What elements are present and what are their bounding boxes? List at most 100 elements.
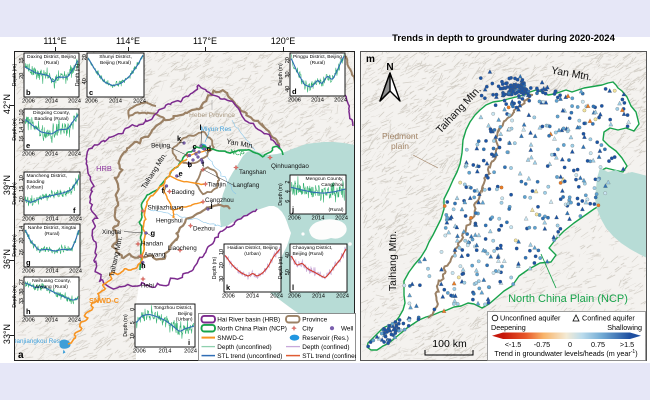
svg-text:2006: 2006 <box>22 217 35 223</box>
svg-text:Taihang Mtn.: Taihang Mtn. <box>387 231 399 291</box>
svg-text:N: N <box>386 62 393 73</box>
svg-text:e: e <box>26 141 30 150</box>
svg-text:c: c <box>193 142 197 151</box>
svg-text:2024: 2024 <box>270 294 284 300</box>
svg-text:Cangzhou: Cangzhou <box>321 182 344 188</box>
svg-text:l: l <box>200 123 202 132</box>
svg-text:14: 14 <box>19 127 25 133</box>
svg-text:2014: 2014 <box>311 98 325 104</box>
svg-text:j: j <box>291 205 294 214</box>
svg-text:2006: 2006 <box>22 318 35 324</box>
svg-text:2024: 2024 <box>335 216 349 222</box>
svg-text:20: 20 <box>219 262 225 268</box>
svg-text:m: m <box>366 54 375 65</box>
svg-text:b: b <box>188 160 193 169</box>
svg-text:20: 20 <box>19 196 25 202</box>
svg-text:2014: 2014 <box>46 269 60 275</box>
svg-text:(Rural): (Rural) <box>44 60 59 66</box>
svg-text:2014: 2014 <box>45 99 59 105</box>
svg-text:Confined aquifer: Confined aquifer <box>582 314 635 323</box>
svg-text:2024: 2024 <box>334 98 348 104</box>
svg-text:Depth (m): Depth (m) <box>12 234 18 257</box>
svg-text:4: 4 <box>285 190 291 193</box>
svg-text:20: 20 <box>82 54 88 60</box>
svg-text:2006: 2006 <box>288 294 301 300</box>
svg-text:SNWD-C: SNWD-C <box>89 296 120 305</box>
svg-text:Piedmont: Piedmont <box>382 131 419 141</box>
svg-text:30: 30 <box>219 276 225 282</box>
svg-text:Haidian District, Beijing: Haidian District, Beijing <box>227 245 278 251</box>
svg-text:Depth (confined): Depth (confined) <box>302 344 349 351</box>
svg-text:0.75: 0.75 <box>591 340 605 349</box>
svg-text:Depth (m): Depth (m) <box>278 183 284 206</box>
svg-text:6: 6 <box>285 200 291 203</box>
svg-text:c: c <box>89 88 93 97</box>
svg-text:Anyang: Anyang <box>144 252 166 259</box>
svg-text:Qinhuangdao: Qinhuangdao <box>271 163 309 170</box>
svg-text:40: 40 <box>285 86 291 92</box>
svg-text:Cangzhou: Cangzhou <box>205 197 234 204</box>
svg-text:Depth (m): Depth (m) <box>12 118 18 141</box>
svg-text:>1.5: >1.5 <box>620 340 634 349</box>
svg-text:i: i <box>188 338 190 347</box>
svg-text:30: 30 <box>19 289 25 295</box>
svg-text:Neihuang County,: Neihuang County, <box>32 278 71 284</box>
svg-text:20: 20 <box>19 238 25 244</box>
svg-text:h: h <box>26 307 31 316</box>
svg-text:Tangshan: Tangshan <box>239 169 267 176</box>
svg-text:27: 27 <box>19 279 25 285</box>
svg-text:Shallowing: Shallowing <box>607 323 642 332</box>
svg-text:Well: Well <box>341 326 353 333</box>
svg-text:10: 10 <box>19 175 25 181</box>
svg-text:2006: 2006 <box>85 99 98 105</box>
svg-text:Deepening: Deepening <box>491 323 526 332</box>
svg-text:(Urban): (Urban) <box>27 184 44 190</box>
svg-text:(Rural): (Rural) <box>329 207 344 213</box>
svg-text:Langfang: Langfang <box>233 182 260 189</box>
svg-text:2006: 2006 <box>22 99 35 105</box>
svg-text:Hebi: Hebi <box>141 283 154 290</box>
svg-text:2006: 2006 <box>133 349 146 355</box>
svg-text:20: 20 <box>285 57 291 63</box>
svg-text:Pinggu District, Beijing: Pinggu District, Beijing <box>293 54 342 60</box>
svg-text:Baoding: Baoding <box>172 189 196 196</box>
svg-text:Beijing (Rural): Beijing (Rural) <box>293 251 324 257</box>
svg-text:Nanhe District, Xingtai: Nanhe District, Xingtai <box>28 225 76 231</box>
svg-text:40: 40 <box>82 78 88 84</box>
svg-text:15: 15 <box>19 58 25 64</box>
svg-text:Mancheng District,: Mancheng District, <box>27 173 68 179</box>
svg-text:(Rural): (Rural) <box>45 231 60 237</box>
svg-text:2006: 2006 <box>22 269 35 275</box>
svg-text:North China Plain (NCP): North China Plain (NCP) <box>508 293 628 305</box>
svg-text:City: City <box>302 326 314 333</box>
svg-text:14: 14 <box>19 226 25 232</box>
svg-text:Anyang (Rural): Anyang (Rural) <box>35 284 68 290</box>
svg-text:Depth (m): Depth (m) <box>278 257 284 280</box>
svg-text:2006: 2006 <box>288 216 301 222</box>
svg-text:Shunyi District,: Shunyi District, <box>99 54 132 60</box>
svg-text:g: g <box>151 229 156 238</box>
svg-text:Depth (m): Depth (m) <box>12 182 18 205</box>
svg-text:k: k <box>226 283 231 292</box>
svg-text:2014: 2014 <box>45 318 59 324</box>
svg-text:d: d <box>207 144 212 153</box>
svg-text:10: 10 <box>219 249 225 255</box>
svg-text:Depth (m): Depth (m) <box>12 64 18 87</box>
svg-text:HRB: HRB <box>96 164 112 173</box>
svg-text:2024: 2024 <box>133 99 147 105</box>
svg-text:Depth (m): Depth (m) <box>123 314 129 337</box>
svg-text:f: f <box>73 206 76 215</box>
svg-text:2014: 2014 <box>109 99 123 105</box>
svg-text:Beijing: Beijing <box>178 311 193 317</box>
svg-text:Handan: Handan <box>141 241 164 248</box>
svg-text:g: g <box>26 258 31 267</box>
svg-text:SNWD-C: SNWD-C <box>217 335 244 342</box>
svg-text:2024: 2024 <box>69 217 83 223</box>
svg-text:e: e <box>179 169 183 178</box>
svg-text:30: 30 <box>285 71 291 77</box>
svg-text:Province: Province <box>302 317 327 324</box>
svg-text:Depth (m): Depth (m) <box>278 63 284 86</box>
svg-text:Dezhou: Dezhou <box>193 226 215 233</box>
svg-text:k: k <box>177 134 182 143</box>
svg-text:f: f <box>162 186 165 195</box>
